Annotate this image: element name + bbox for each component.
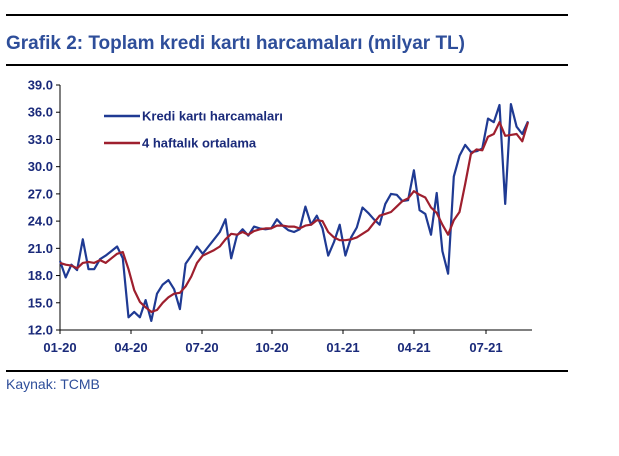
spending-series-line (58, 102, 530, 322)
chart-title: Grafik 2: Toplam kredi kartı harcamaları… (6, 33, 465, 54)
source-note: Kaynak: TCMB (6, 376, 100, 392)
legend: Kredi kartı harcamaları 4 haftalık ortala… (104, 109, 283, 151)
x-tick-label: 04-20 (114, 340, 147, 355)
y-tick-label: 12.0 (28, 323, 53, 338)
x-tick-label: 04-21 (397, 340, 430, 355)
x-tick-label: 07-20 (185, 340, 218, 355)
y-tick-label: 21.0 (28, 241, 53, 256)
y-tick-label: 30.0 (28, 159, 53, 174)
x-tick-label: 07-21 (469, 340, 502, 355)
legend-label: 4 haftalık ortalama (142, 136, 257, 151)
y-tick-label: 18.0 (28, 268, 53, 283)
average-series-line (59, 121, 530, 313)
y-axis-ticks: 39.0 36.0 33.0 30.0 27.0 24.0 21.0 18.0 15.0 12.0 (28, 78, 60, 338)
legend-item-average: 4 haftalık ortalama (104, 136, 257, 151)
legend-label: Kredi kartı harcamaları (142, 109, 283, 124)
series-lines (58, 102, 530, 322)
y-tick-label: 33.0 (28, 132, 53, 147)
y-tick-label: 36.0 (28, 105, 53, 120)
x-tick-label: 01-20 (43, 340, 76, 355)
chart-axes (59, 85, 532, 331)
top-rule (6, 14, 568, 16)
y-tick-label: 15.0 (28, 295, 53, 310)
y-tick-label: 27.0 (28, 186, 53, 201)
y-tick-label: 39.0 (28, 78, 53, 93)
bottom-rule (6, 370, 568, 372)
x-tick-label: 01-21 (326, 340, 359, 355)
x-tick-label: 10-20 (255, 340, 288, 355)
title-underline (6, 64, 568, 66)
y-tick-label: 24.0 (28, 214, 53, 229)
x-axis-ticks: 01-20 04-20 07-20 10-20 01-21 04-21 07-21 (43, 330, 503, 355)
legend-item-spending: Kredi kartı harcamaları (104, 109, 283, 124)
